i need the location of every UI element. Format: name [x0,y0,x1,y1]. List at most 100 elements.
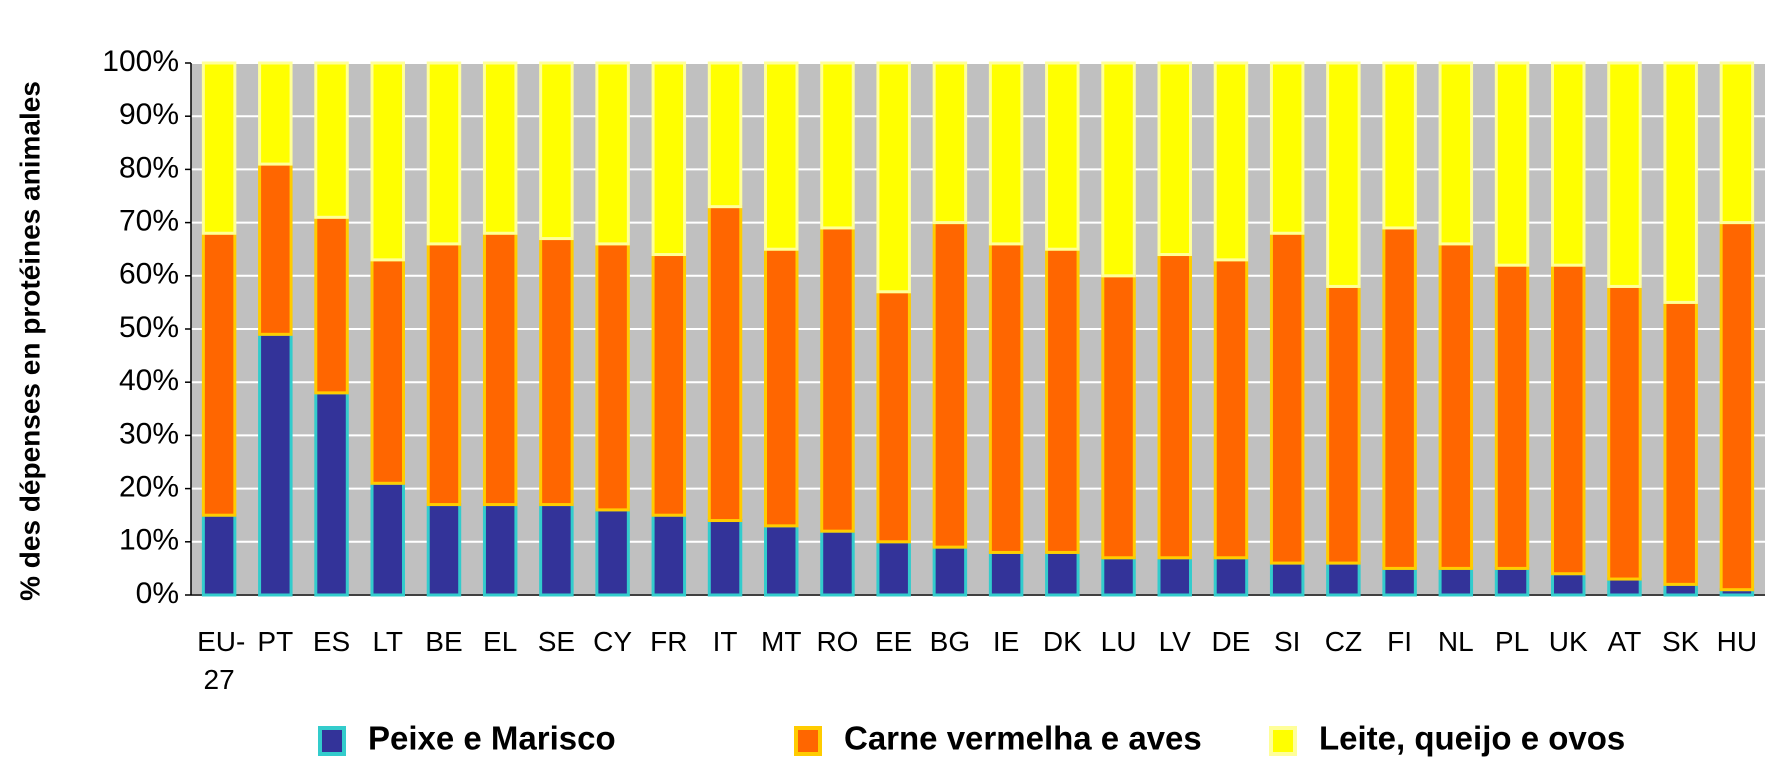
bar-segment [258,162,293,336]
bar-segment [1382,566,1417,597]
bar-segment [201,61,237,235]
bar-segment [1494,61,1530,267]
bar-segment [932,545,968,597]
x-tick-label: FR [650,626,688,657]
bar-segment [595,242,630,512]
bar-segment [876,540,911,597]
bar-segment [988,550,1024,597]
y-tick-label: 80% [119,151,179,184]
bar-segment [426,242,462,507]
bar-segment [651,513,687,597]
bar-segment [1045,550,1080,597]
bar-segment [595,508,630,597]
bar-segment [1213,258,1249,560]
x-tick-label: CZ [1324,626,1363,657]
legend-marker [1269,726,1297,756]
bar-segment [932,61,968,225]
bar-segment [1494,263,1530,570]
bar-segment [595,61,630,246]
bar-segment [1101,274,1136,560]
bar-segment [707,205,743,523]
bar-segment [314,61,349,219]
bar-segment [1719,61,1755,225]
bar-segment [1494,566,1530,597]
bar-segment [876,290,911,544]
bar-segment [1663,582,1698,597]
bar-segment [1607,577,1642,597]
bar-segment [482,61,518,235]
y-tick-label: 20% [119,471,179,504]
bar-segment [201,231,237,517]
legend-label: Leite, queijo e ovos [1319,720,1625,757]
x-tick-label: EL [483,626,518,657]
y-tick-label: 60% [119,258,179,291]
x-tick-label: DK [1042,626,1082,657]
x-tick-label: IE [992,626,1020,657]
bar-segment [1607,284,1642,581]
bar-segment [764,61,799,251]
bar-segment [1213,61,1249,262]
bar-segment [539,61,574,241]
bar-segment [539,503,574,597]
y-tick-label: 50% [119,311,179,344]
bar-segment [539,237,574,507]
x-tick-label: LT [372,626,404,657]
x-tick-label: SK [1661,626,1700,657]
y-tick-label: 40% [119,364,179,397]
bar-segment [1157,61,1192,257]
y-tick-label: 0% [136,577,179,610]
bar-segment [1551,61,1586,267]
bar-segment [1382,61,1417,230]
bar-segment [1551,572,1586,597]
bar-segment [1438,242,1474,570]
bar-segment [1719,221,1755,592]
bar-segment [370,61,405,262]
bar-segment [314,391,349,597]
bar-segment [1045,247,1080,554]
bar-segment [1045,61,1080,251]
bar-segment [1101,556,1136,597]
bar-segment [314,215,349,395]
bar-segment [707,61,743,209]
bar-segment [988,242,1024,554]
bar-segment [1438,61,1474,246]
y-axis-label: % des dépenses en protéines animales [14,81,45,601]
x-tick-label: BE [425,626,463,657]
bar-segment [370,481,405,597]
bar-segment [201,513,237,597]
y-tick-label: 70% [119,205,179,238]
bar-segment [988,61,1024,246]
x-tick-label: MT [761,626,802,657]
x-tick-label: LV [1158,626,1191,657]
bar-segment [426,503,462,597]
x-tick-label: BG [929,626,971,657]
bar-segment [482,503,518,597]
bar-segment [1157,253,1192,560]
bar-segment [1326,561,1361,597]
legend-marker [794,726,822,756]
bar-segment [820,61,855,230]
bar-segment [1101,61,1136,278]
x-tick-label: UK [1548,626,1588,657]
x-tick-label: HU [1716,626,1758,657]
bar-segment [370,258,405,485]
x-tick-label: EE [874,626,913,657]
bar-segment [1157,556,1192,597]
x-tick-label: NL [1437,626,1474,657]
x-tick-label: LU [1100,626,1137,657]
bar-segment [1607,61,1642,288]
bar-segment [1269,561,1305,597]
bar-segment [1382,226,1417,570]
bar-segment [1213,556,1249,597]
bar-segment [707,519,743,597]
x-tick-label: IT [712,626,738,657]
x-tick-label: RO [816,626,859,657]
bar-segment [876,61,911,294]
x-tick-label: DE [1211,626,1251,657]
bar-segment [764,524,799,597]
bar-segment [426,61,462,246]
x-tick-label: AT [1607,626,1642,657]
bar-segment [651,253,687,517]
